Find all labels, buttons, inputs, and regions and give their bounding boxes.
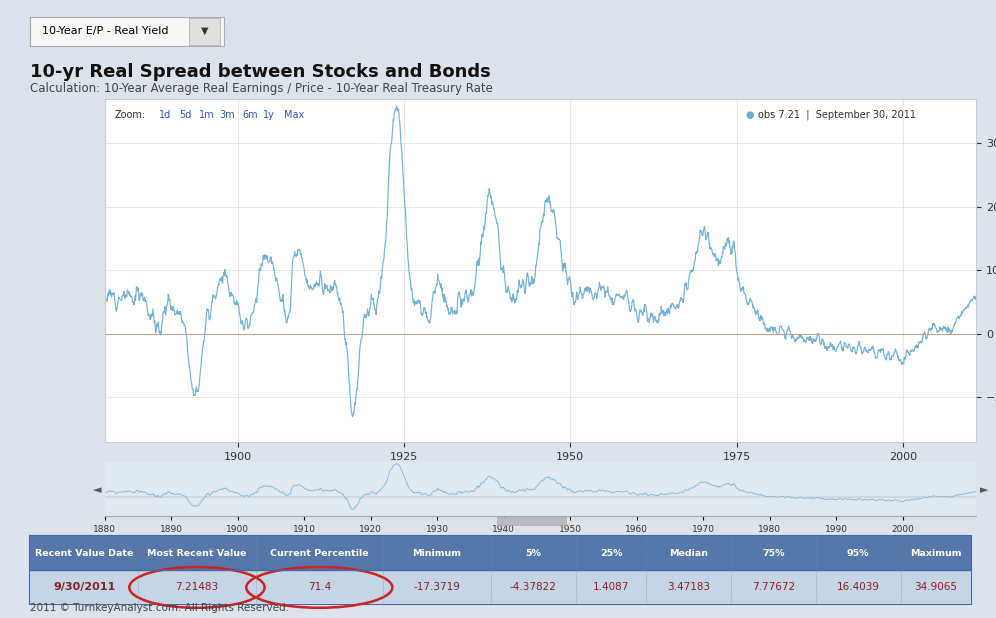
Text: Most Recent Value: Most Recent Value bbox=[147, 549, 247, 558]
Text: 10-yr Real Spread between Stocks and Bonds: 10-yr Real Spread between Stocks and Bon… bbox=[30, 63, 491, 81]
Text: 95%: 95% bbox=[847, 549, 870, 558]
Text: 7.77672: 7.77672 bbox=[752, 582, 795, 593]
FancyBboxPatch shape bbox=[30, 570, 971, 604]
Text: Calculation: 10-Year Average Real Earnings / Price - 10-Year Real Treasury Rate: Calculation: 10-Year Average Real Earnin… bbox=[30, 82, 493, 95]
Text: Median: Median bbox=[669, 549, 708, 558]
FancyBboxPatch shape bbox=[497, 517, 567, 525]
Text: ◄: ◄ bbox=[94, 485, 102, 495]
Text: 3.47183: 3.47183 bbox=[667, 582, 710, 593]
Text: 5d: 5d bbox=[179, 110, 192, 120]
Text: Zoom:: Zoom: bbox=[116, 110, 146, 120]
Text: Minimum: Minimum bbox=[412, 549, 461, 558]
Text: 2011 © TurnkeyAnalyst.com. All Rights Reserved.: 2011 © TurnkeyAnalyst.com. All Rights Re… bbox=[30, 603, 289, 613]
Text: 7.21483: 7.21483 bbox=[175, 582, 218, 593]
Text: ▼: ▼ bbox=[201, 26, 208, 36]
FancyBboxPatch shape bbox=[30, 536, 971, 604]
Text: 5%: 5% bbox=[526, 549, 542, 558]
Text: 71.4: 71.4 bbox=[308, 582, 331, 593]
Text: Recent Value Date: Recent Value Date bbox=[35, 549, 133, 558]
FancyBboxPatch shape bbox=[30, 536, 971, 570]
Text: 9/30/2011: 9/30/2011 bbox=[53, 582, 116, 593]
Text: 6m: 6m bbox=[242, 110, 258, 120]
Text: 16.4039: 16.4039 bbox=[837, 582, 879, 593]
Text: 1.4087: 1.4087 bbox=[593, 582, 629, 593]
Text: 34.9065: 34.9065 bbox=[914, 582, 957, 593]
Text: ●: ● bbox=[745, 110, 754, 120]
Text: 75%: 75% bbox=[762, 549, 785, 558]
Text: 1d: 1d bbox=[158, 110, 171, 120]
FancyBboxPatch shape bbox=[189, 18, 220, 45]
Text: ►: ► bbox=[980, 485, 988, 495]
Text: 1m: 1m bbox=[198, 110, 214, 120]
Text: -4.37822: -4.37822 bbox=[510, 582, 557, 593]
Text: 10-Year E/P - Real Yield: 10-Year E/P - Real Yield bbox=[42, 26, 168, 36]
Text: -17.3719: -17.3719 bbox=[413, 582, 460, 593]
Text: Max: Max bbox=[284, 110, 305, 120]
Text: obs 7.21  |  September 30, 2011: obs 7.21 | September 30, 2011 bbox=[758, 110, 916, 121]
Text: 3m: 3m bbox=[219, 110, 235, 120]
Text: 1y: 1y bbox=[263, 110, 275, 120]
Text: Current Percentile: Current Percentile bbox=[270, 549, 369, 558]
Text: Maximum: Maximum bbox=[910, 549, 961, 558]
Text: 25%: 25% bbox=[600, 549, 622, 558]
